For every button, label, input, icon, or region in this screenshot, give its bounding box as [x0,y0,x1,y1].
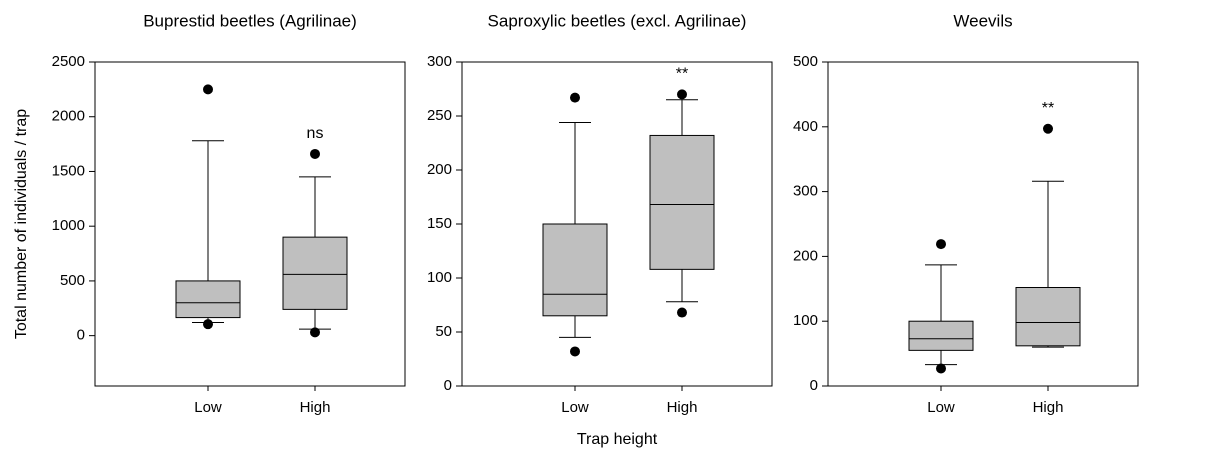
y-tick-label: 150 [427,215,452,232]
y-tick-label: 1500 [52,162,85,179]
y-tick-label: 50 [435,323,452,340]
outlier [310,327,320,338]
outlier [570,346,580,357]
y-tick-label: 250 [427,107,452,124]
y-tick-label: 200 [793,247,818,264]
y-tick-label: 1000 [52,217,85,234]
y-tick-label: 2000 [52,108,85,125]
outlier [936,239,946,250]
significance-label: ** [1042,100,1054,117]
y-tick-label: 500 [793,53,818,70]
outlier [203,319,213,330]
x-tick-label: High [667,399,698,416]
significance-label: ns [307,125,324,142]
y-tick-label: 0 [444,377,452,394]
x-tick-label: High [300,399,331,416]
box [542,223,608,317]
y-tick-label: 300 [793,183,818,200]
y-tick-label: 400 [793,118,818,135]
panel-title: Saproxylic beetles (excl. Agrilinae) [488,11,747,30]
outlier [203,84,213,95]
panel-title: Weevils [953,11,1012,30]
y-tick-label: 500 [60,272,85,289]
y-tick-label: 0 [77,327,85,344]
box [649,134,715,270]
outlier [1043,123,1053,134]
y-tick-label: 100 [427,269,452,286]
outlier [677,307,687,318]
outlier [570,92,580,103]
outlier [677,89,687,100]
outlier [310,148,320,159]
y-tick-label: 0 [810,377,818,394]
outlier [936,363,946,374]
plot-frame [461,61,773,387]
x-tick-label: Low [927,399,955,416]
significance-label: ** [676,66,688,83]
box [282,236,348,310]
panel-title: Buprestid beetles (Agrilinae) [143,11,357,30]
plot-frame [827,61,1139,387]
box [1015,287,1081,347]
y-tick-label: 2500 [52,53,85,70]
box [175,280,241,319]
x-tick-label: Low [194,399,222,416]
y-tick-label: 200 [427,161,452,178]
x-axis-label: Trap height [577,431,658,448]
y-axis-label: Total number of individuals / trap [13,109,30,339]
plot-frame [94,61,406,387]
y-tick-label: 100 [793,312,818,329]
x-tick-label: High [1033,399,1064,416]
y-tick-label: 300 [427,53,452,70]
box [908,320,974,351]
x-tick-label: Low [561,399,589,416]
